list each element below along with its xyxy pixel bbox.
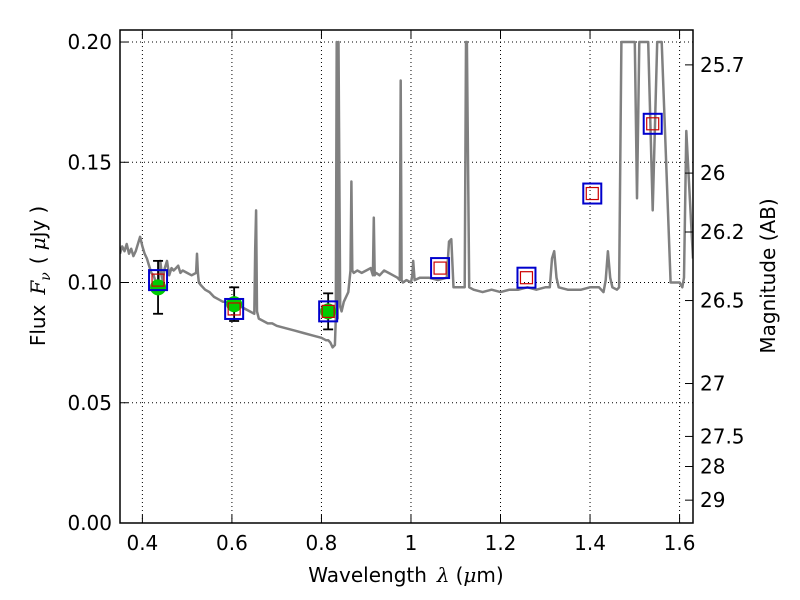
model-point-outer	[582, 182, 603, 205]
observed-point	[320, 303, 337, 320]
model-point-inner	[227, 302, 241, 316]
y-axis-ticks: 0.00 0.05 0.10 0.15 0.20	[67, 30, 128, 535]
right-tick-label: 25.7	[700, 53, 745, 77]
model-point-inner	[646, 117, 660, 131]
x-tick-label: 0.4	[126, 531, 158, 555]
right-tick-label: 28	[700, 454, 725, 478]
model-point-inner	[151, 273, 165, 287]
x-tick-label: 1.6	[664, 531, 696, 555]
y-tick-label: 0.10	[67, 271, 112, 295]
x-tick-label: 1	[405, 531, 418, 555]
right-tick-label: 27	[700, 372, 725, 396]
observed-point	[226, 296, 243, 313]
y-tick-label: 0.15	[67, 150, 112, 174]
y-tick-label: 0.05	[67, 391, 112, 415]
observed-point	[150, 279, 167, 296]
y-tick-label: 0.20	[67, 30, 112, 54]
model-point-outer	[224, 297, 245, 320]
right-tick-label: 26.5	[700, 289, 745, 313]
right-axis-title: Magnitude (AB)	[756, 198, 780, 353]
x-tick-label: 0.8	[306, 531, 338, 555]
model-point-inner	[433, 261, 447, 275]
right-tick-label: 26	[700, 161, 725, 185]
model-points	[148, 112, 663, 323]
x-tick-label: 1.2	[485, 531, 517, 555]
model-spectrum-line	[120, 40, 693, 349]
model-point-outer	[148, 269, 169, 292]
model-point-inner	[585, 186, 599, 201]
right-tick-label: 27.5	[700, 424, 745, 448]
plot-area-background	[120, 30, 693, 523]
model-point-outer	[642, 112, 663, 135]
x-axis-ticks: 0.4 0.6 0.8 1 1.2 1.4 1.6	[126, 30, 695, 555]
right-tick-label: 26.2	[700, 220, 745, 244]
y-tick-label: 0.00	[67, 511, 112, 535]
plot-frame	[119, 29, 694, 524]
x-tick-label: 0.6	[216, 531, 248, 555]
x-tick-label: 1.4	[574, 531, 606, 555]
model-point-outer	[516, 266, 537, 289]
right-tick-label: 29	[700, 488, 725, 512]
x-axis-title: Wavelength λ (μm)	[308, 563, 503, 587]
model-point-inner	[321, 304, 335, 318]
model-point-inner	[519, 271, 534, 285]
right-axis-ticks: 25.7 26 26.2 26.5 27 27.5 28 29	[685, 53, 745, 512]
observed-points	[150, 259, 337, 331]
y-axis-title: FluxFν(μJy)	[26, 206, 54, 346]
model-point-outer	[430, 257, 451, 280]
model-point-outer	[318, 300, 339, 323]
